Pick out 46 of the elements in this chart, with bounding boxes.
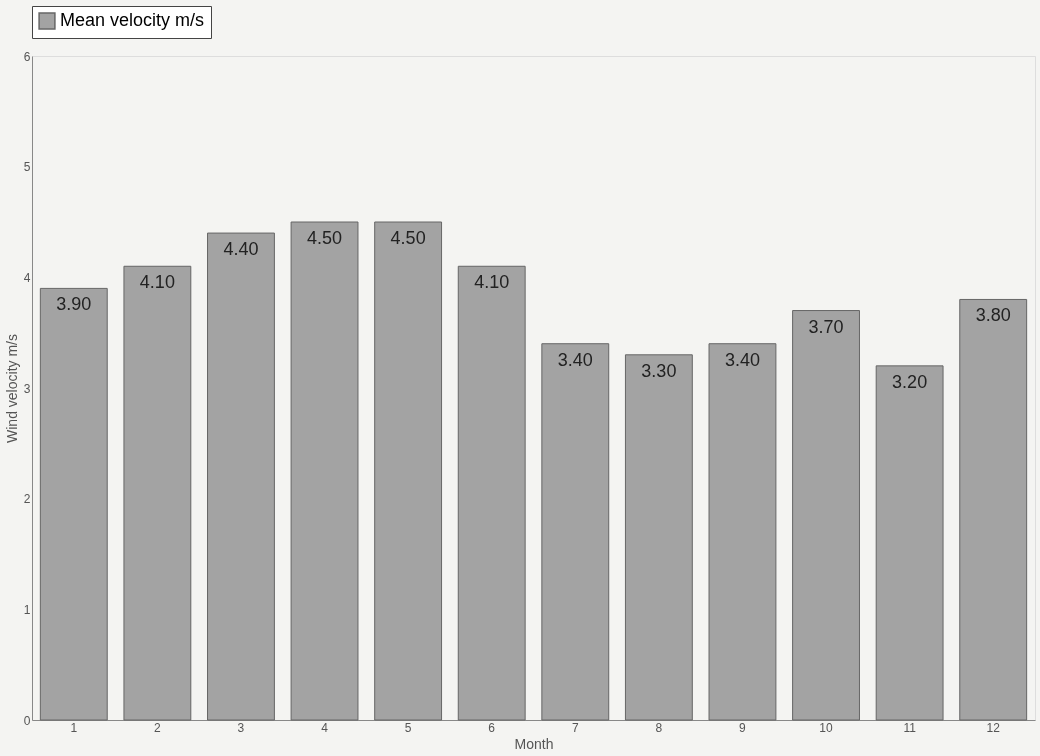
bar xyxy=(624,354,693,721)
data-label: 4.50 xyxy=(390,228,426,248)
data-label: 3.20 xyxy=(892,371,928,392)
bar xyxy=(123,265,192,721)
x-tick-label: 10 xyxy=(819,720,834,735)
x-tick-label: 8 xyxy=(655,720,663,735)
data-label: 3.80 xyxy=(975,305,1011,326)
x-tick-label: 1 xyxy=(70,720,78,735)
bar xyxy=(207,232,275,721)
x-tick-label: 11 xyxy=(903,720,917,735)
y-tick-label: 2 xyxy=(23,492,31,507)
data-label: 4.10 xyxy=(139,272,175,293)
data-label: 4.40 xyxy=(223,239,259,260)
bar xyxy=(959,298,1028,721)
data-label: 3.30 xyxy=(641,360,677,381)
bar xyxy=(792,310,860,721)
x-tick-label: 3 xyxy=(237,720,245,735)
x-tick-label: 6 xyxy=(488,720,496,735)
x-tick-label: 12 xyxy=(986,720,1001,735)
bar xyxy=(39,287,108,721)
y-axis-title: Wind velocity m/s xyxy=(3,334,20,443)
y-tick-label: 6 xyxy=(23,49,31,64)
bar xyxy=(374,221,443,721)
x-tick-label: 4 xyxy=(321,720,329,735)
x-axis-title: Month xyxy=(514,735,554,752)
y-tick-label: 3 xyxy=(23,381,31,396)
y-tick-label: 0 xyxy=(23,713,31,728)
bar xyxy=(708,343,777,721)
bar xyxy=(457,265,526,721)
data-label: 4.10 xyxy=(474,272,510,293)
y-tick-label: 5 xyxy=(23,160,31,175)
x-tick-label: 7 xyxy=(571,720,579,735)
data-label: 3.90 xyxy=(56,294,92,315)
x-tick-label: 5 xyxy=(404,720,412,735)
bar xyxy=(875,365,944,721)
x-tick-label: 2 xyxy=(154,720,162,735)
data-label: 3.40 xyxy=(724,349,760,370)
x-tick-label: 9 xyxy=(739,720,747,735)
data-label: 3.70 xyxy=(808,316,844,337)
y-tick-label: 1 xyxy=(23,602,31,617)
bar xyxy=(290,221,359,721)
data-label: 3.40 xyxy=(557,349,593,370)
bar xyxy=(541,343,610,721)
data-label: 4.50 xyxy=(307,228,343,248)
y-tick-label: 4 xyxy=(23,270,31,285)
legend-label: Mean velocity m/s xyxy=(60,10,205,30)
